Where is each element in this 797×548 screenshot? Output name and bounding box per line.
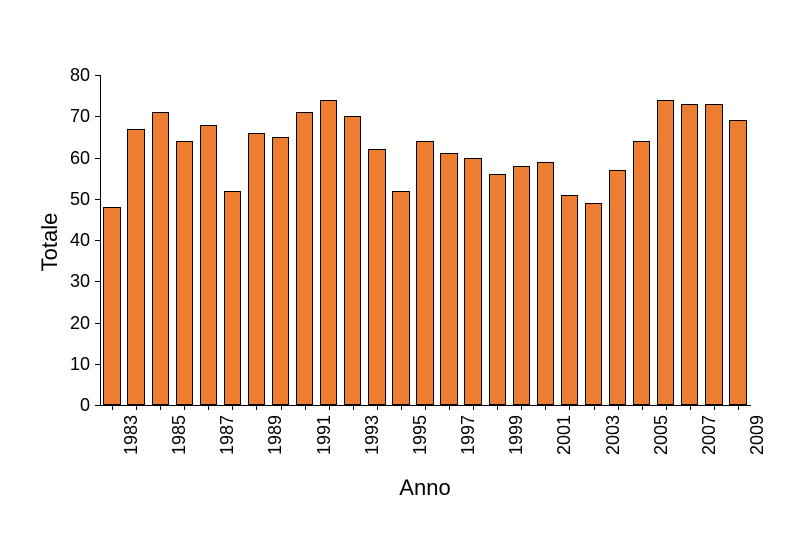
x-tick	[594, 405, 595, 410]
y-tick-label: 80	[55, 65, 90, 86]
bar	[681, 104, 698, 405]
y-tick	[95, 199, 100, 200]
y-tick	[95, 116, 100, 117]
bar	[489, 174, 506, 405]
bar	[272, 137, 289, 405]
bar	[200, 125, 217, 406]
x-tick	[353, 405, 354, 410]
x-tick	[305, 405, 306, 410]
x-tick-label: 2005	[651, 415, 672, 475]
x-tick	[666, 405, 667, 410]
x-tick-label: 2007	[699, 415, 720, 475]
bar	[609, 170, 626, 405]
bar	[561, 195, 578, 405]
bar	[633, 141, 650, 405]
x-tick	[473, 405, 474, 410]
x-tick	[738, 405, 739, 410]
x-tick	[160, 405, 161, 410]
x-tick	[545, 405, 546, 410]
x-tick-label: 2003	[603, 415, 624, 475]
x-tick-label: 1987	[217, 415, 238, 475]
x-tick	[401, 405, 402, 410]
y-tick	[95, 75, 100, 76]
bar	[513, 166, 530, 405]
x-tick	[425, 405, 426, 410]
bar	[296, 112, 313, 405]
bar	[440, 153, 457, 405]
x-tick	[618, 405, 619, 410]
bar	[416, 141, 433, 405]
x-tick	[232, 405, 233, 410]
bar	[392, 191, 409, 406]
x-tick	[208, 405, 209, 410]
x-tick-label: 1999	[506, 415, 527, 475]
x-tick	[184, 405, 185, 410]
bar	[103, 207, 120, 405]
bar	[224, 191, 241, 406]
x-tick-label: 2001	[554, 415, 575, 475]
x-tick-label: 2009	[747, 415, 768, 475]
y-tick-label: 40	[55, 230, 90, 251]
y-tick-label: 30	[55, 271, 90, 292]
y-tick-label: 0	[55, 395, 90, 416]
x-tick-label: 1995	[410, 415, 431, 475]
bar	[176, 141, 193, 405]
x-tick-label: 1985	[169, 415, 190, 475]
y-tick	[95, 364, 100, 365]
bar	[585, 203, 602, 405]
bar	[127, 129, 144, 405]
x-tick	[497, 405, 498, 410]
bar	[729, 120, 746, 405]
x-tick	[690, 405, 691, 410]
y-tick	[95, 158, 100, 159]
bar	[248, 133, 265, 405]
x-axis-label: Anno	[375, 475, 475, 501]
bar	[657, 100, 674, 405]
x-tick	[569, 405, 570, 410]
y-tick	[95, 240, 100, 241]
x-tick	[112, 405, 113, 410]
y-tick	[95, 281, 100, 282]
x-tick	[449, 405, 450, 410]
y-tick-label: 60	[55, 148, 90, 169]
x-tick	[329, 405, 330, 410]
x-tick	[642, 405, 643, 410]
y-tick	[95, 323, 100, 324]
x-tick-label: 1993	[362, 415, 383, 475]
bar	[464, 158, 481, 406]
bar	[320, 100, 337, 405]
bar	[152, 112, 169, 405]
x-tick	[256, 405, 257, 410]
bar	[344, 116, 361, 405]
y-tick-label: 50	[55, 189, 90, 210]
bar-chart: Totale Anno 0102030405060708019831985198…	[0, 0, 797, 548]
y-tick-label: 20	[55, 313, 90, 334]
bar	[368, 149, 385, 405]
x-tick-label: 1983	[121, 415, 142, 475]
x-tick	[281, 405, 282, 410]
x-tick-label: 1991	[314, 415, 335, 475]
x-tick	[377, 405, 378, 410]
x-tick-label: 1997	[458, 415, 479, 475]
x-tick-label: 1989	[265, 415, 286, 475]
y-tick-label: 10	[55, 354, 90, 375]
y-tick-label: 70	[55, 106, 90, 127]
bar	[537, 162, 554, 405]
x-tick	[521, 405, 522, 410]
bar	[705, 104, 722, 405]
x-tick	[714, 405, 715, 410]
x-tick	[136, 405, 137, 410]
y-tick	[95, 405, 100, 406]
